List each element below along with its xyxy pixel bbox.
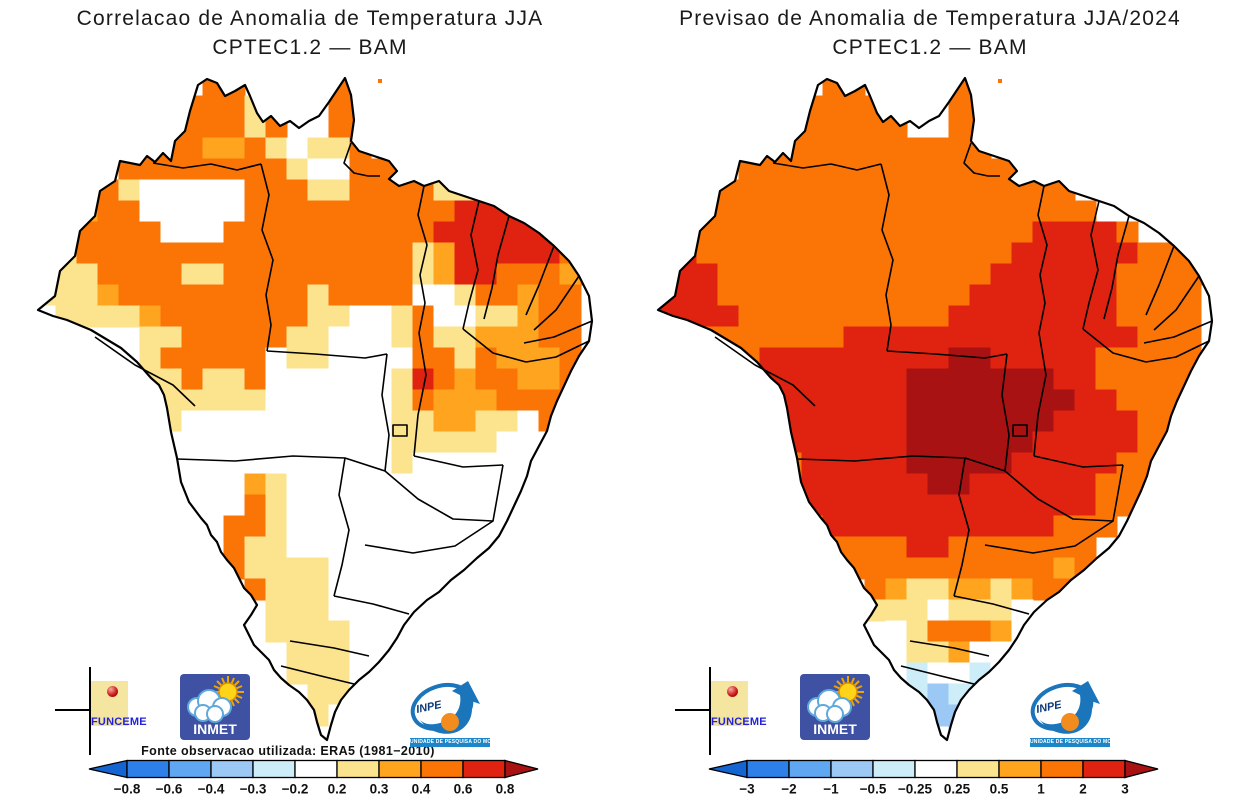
state-borders: [94, 142, 593, 685]
forecast-colorbar: −3 −2 −1 −0.5 −0.25 0.25 0.5 1 2 3: [708, 759, 1159, 797]
colorbar-tick-label: −0.25: [898, 782, 933, 797]
colorbar-tick-label: −3: [739, 782, 755, 797]
inpe-logo: INPE: [1030, 681, 1100, 734]
colorbar-tick-label: −0.6: [156, 782, 183, 797]
sun-icon: [832, 676, 864, 708]
colorbar-tick-label: −0.3: [240, 782, 267, 797]
colorbar-tick-label: −0.2: [282, 782, 309, 797]
colorbar-tick-label: −0.4: [198, 782, 225, 797]
plot-artifact-dot: [998, 79, 1002, 83]
funceme-label: FUNCEME: [711, 716, 767, 728]
colorbar-tick-label: 0.4: [412, 782, 431, 797]
brazil-outline: [656, 76, 1214, 742]
anomaly-cells: [38, 78, 592, 740]
funceme-cross-horizontal: [675, 709, 745, 711]
right-title-line1: Previsao de Anomalia de Temperatura JJA/…: [679, 7, 1181, 30]
colorbar-tick-label: 0.3: [370, 782, 389, 797]
colorbar-tick-label: −0.8: [114, 782, 141, 797]
inpe-arrow-icon: [1040, 681, 1100, 734]
left-panel-title: Correlacao de Anomalia de Temperatura JJ…: [0, 4, 620, 62]
funceme-cross-vertical: [709, 667, 711, 755]
inpe-label: INPE: [1035, 699, 1063, 716]
inpe-label: INPE: [415, 699, 443, 716]
inmet-label: INMET: [813, 721, 857, 737]
brazil-forecast-map: [656, 76, 1214, 742]
inmet-label: INMET: [193, 721, 237, 737]
colorbar-tick-label: 3: [1121, 782, 1129, 797]
colorbar-tick-label: −0.5: [860, 782, 887, 797]
left-title-line2: CPTEC1.2 — BAM: [212, 36, 408, 59]
colorbar-tick-label: 1: [1037, 782, 1045, 797]
colorbar-tick-label: 0.25: [944, 782, 971, 797]
inpe-arrow-icon: [420, 681, 480, 734]
colorbar-tick-label: 0.2: [328, 782, 347, 797]
right-title-line2: CPTEC1.2 — BAM: [832, 36, 1028, 59]
plot-artifact-dot: [378, 79, 382, 83]
funceme-ball-icon: [727, 686, 738, 697]
inpe-banner: UNIDADE DE PESQUISA DO MCTI: [1030, 738, 1110, 747]
brazil-outline: [36, 76, 594, 742]
funceme-ball-icon: [107, 686, 118, 697]
funceme-cross-horizontal: [55, 709, 125, 711]
inmet-logo: INMET: [180, 674, 250, 740]
inpe-orange-dot-icon: [1061, 713, 1079, 731]
observation-source-note: Fonte observacao utilizada: ERA5 (1981−2…: [141, 744, 435, 758]
funceme-cross-vertical: [89, 667, 91, 755]
anomaly-cells: [658, 78, 1212, 740]
colorbar-tick-label: −2: [781, 782, 796, 797]
left-title-line1: Correlacao de Anomalia de Temperatura JJ…: [76, 7, 544, 30]
colorbar-tick-label: 0.6: [454, 782, 473, 797]
colorbar-tick-label: 0.8: [496, 782, 515, 797]
colorbar-tick-label: −1: [823, 782, 839, 797]
inpe-banner: UNIDADE DE PESQUISA DO MCTI: [410, 738, 490, 747]
cloud-icon: [187, 689, 232, 723]
funceme-label: FUNCEME: [91, 716, 147, 728]
right-panel-title: Previsao de Anomalia de Temperatura JJA/…: [620, 4, 1240, 62]
correlation-colorbar: −0.8 −0.6 −0.4 −0.3 −0.2 0.2 0.3 0.4 0.6 0.8: [88, 759, 539, 797]
cloud-icon: [807, 689, 852, 723]
colorbar-tick-label: 2: [1079, 782, 1087, 797]
brazil-correlation-map: [36, 76, 594, 742]
inpe-logo: INPE: [410, 681, 480, 734]
inmet-logo: INMET: [800, 674, 870, 740]
colorbar-tick-label: 0.5: [990, 782, 1009, 797]
sun-icon: [212, 676, 244, 708]
inpe-orange-dot-icon: [441, 713, 459, 731]
state-borders: [714, 142, 1213, 685]
